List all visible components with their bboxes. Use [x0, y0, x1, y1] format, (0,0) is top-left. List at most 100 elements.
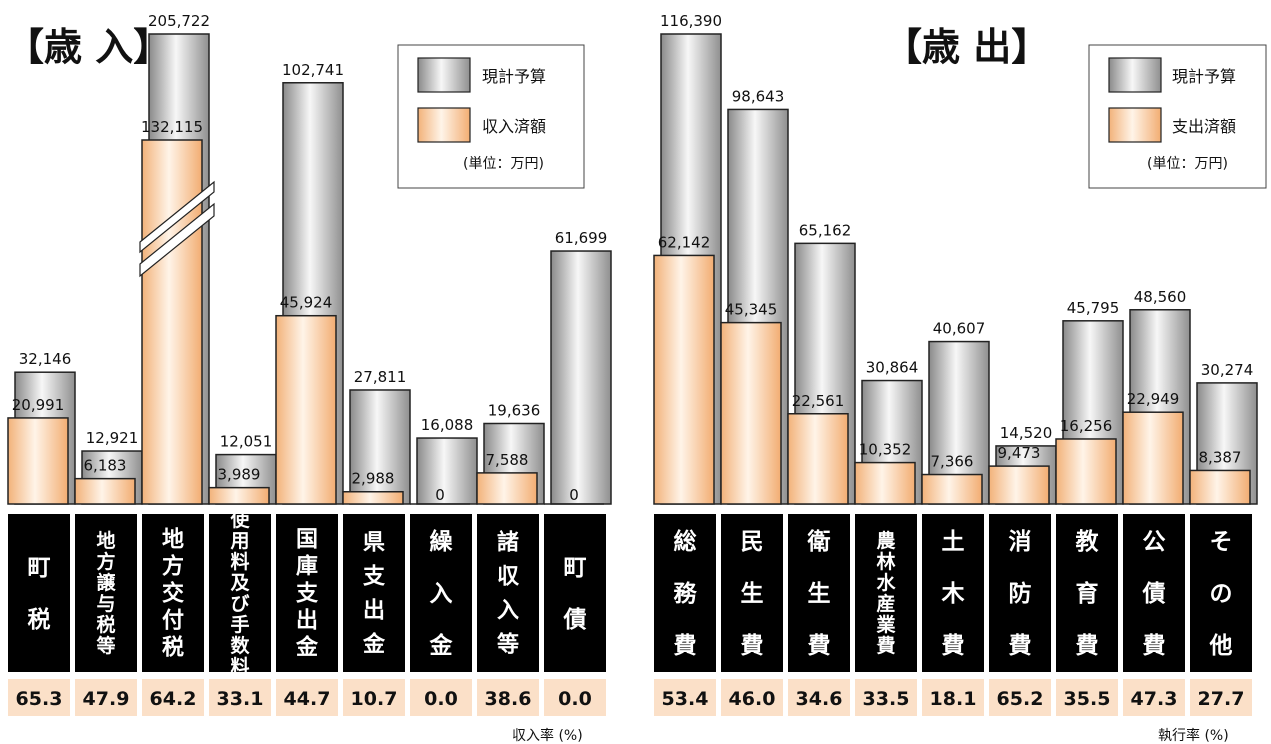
actual-bar: [342, 490, 404, 505]
rate-cell: [477, 679, 539, 716]
category-label: 農林水産業費: [875, 530, 896, 657]
actual-value-label: 9,473: [998, 444, 1041, 462]
budget-value-label: 40,607: [933, 320, 986, 338]
actual-bar: [921, 473, 983, 505]
actual-value-label: 7,366: [931, 453, 974, 471]
budget-value-label: 19,636: [488, 401, 541, 419]
budget-value-label: 32,146: [19, 350, 72, 368]
actual-bar: [653, 254, 715, 505]
actual-bar: [208, 486, 270, 505]
budget-value-label: 14,520: [1000, 424, 1053, 442]
category-label: 町税: [28, 555, 51, 633]
category-cell: [721, 514, 783, 672]
budget-value-label: 48,560: [1134, 288, 1187, 306]
rate-value: 65.2: [997, 688, 1044, 710]
category-label: その他: [1209, 529, 1233, 659]
rate-value: 46.0: [729, 688, 776, 710]
rate-cell: [855, 679, 917, 716]
rate-value: 64.2: [150, 688, 197, 710]
legend-swatch-budget: [1108, 57, 1162, 93]
actual-bar: [74, 477, 136, 505]
category-cell: [477, 514, 539, 672]
rate-cell: [989, 679, 1051, 716]
rate-value: 0.0: [424, 688, 458, 710]
rate-cell: [654, 679, 716, 716]
category-label: 使用料及び手数料: [229, 509, 250, 678]
actual-bar: [1122, 411, 1184, 505]
category-label: 土木費: [941, 529, 965, 659]
category-cell: [855, 514, 917, 672]
rate-cell: [922, 679, 984, 716]
rate-cell: [544, 679, 606, 716]
category-label: 公債費: [1142, 529, 1166, 659]
rate-cell: [1123, 679, 1185, 716]
actual-value-label: 45,345: [725, 301, 778, 319]
rate-cell: [209, 679, 271, 716]
legend-label-budget: 現計予算: [482, 67, 546, 86]
actual-value-label: 132,115: [141, 118, 203, 136]
category-label: 教育費: [1076, 528, 1100, 659]
rate-cell: [142, 679, 204, 716]
category-cell: [410, 514, 472, 672]
actual-value-label: 22,561: [792, 392, 845, 410]
actual-bar: [787, 413, 849, 505]
budget-value-label: 45,795: [1067, 299, 1120, 317]
actual-value-label: 22,949: [1127, 390, 1180, 408]
axis-break: [139, 180, 215, 254]
rate-value: 33.1: [217, 688, 264, 710]
budget-value-label: 12,921: [86, 429, 139, 447]
category-cell: [544, 514, 606, 672]
rate-cell: [8, 679, 70, 716]
expenditure-title: 【歳 出】: [884, 25, 1049, 69]
category-label: 諸収入等: [497, 530, 520, 658]
actual-bar: [476, 472, 538, 505]
actual-value-label: 3,989: [218, 466, 261, 484]
unit-label: (単位：万円): [1147, 156, 1228, 172]
axis-break: [139, 202, 215, 278]
category-label: 地方譲与税等: [95, 529, 116, 657]
rate-cell: [276, 679, 338, 716]
unit-label: (単位：万円): [463, 156, 544, 172]
actual-value-label: 62,142: [658, 233, 711, 251]
rate-value: 0.0: [558, 688, 592, 710]
rate-value: 33.5: [863, 688, 910, 710]
budget-bar: [349, 389, 411, 505]
actual-value-label: 20,991: [12, 396, 65, 414]
actual-bar: [7, 417, 69, 505]
budget-value-label: 61,699: [555, 229, 608, 247]
actual-value-label: 16,256: [1060, 417, 1113, 435]
category-cell: [75, 514, 137, 672]
category-cell: [343, 514, 405, 672]
actual-bar: [1055, 438, 1117, 505]
rate-cell: [788, 679, 850, 716]
rate-value: 65.3: [16, 688, 63, 710]
category-label: 県支出金: [362, 531, 386, 658]
budget-bar: [550, 250, 612, 505]
category-cell: [788, 514, 850, 672]
category-label: 衛生費: [807, 528, 831, 659]
rate-cell: [75, 679, 137, 716]
rate-cell: [343, 679, 405, 716]
revenue-rate-caption: 収入率 (%): [512, 727, 583, 744]
actual-value-label: 0: [435, 486, 445, 504]
rate-cell: [721, 679, 783, 716]
budget-value-label: 65,162: [799, 221, 852, 239]
actual-value-label: 2,988: [352, 470, 395, 488]
legend-label-actual: 収入済額: [482, 117, 546, 136]
rate-value: 47.3: [1131, 688, 1178, 710]
actual-bar: [141, 139, 203, 505]
actual-bar: [854, 461, 916, 505]
rate-cell: [1190, 679, 1252, 716]
actual-bar: [720, 321, 782, 505]
category-cell: [1190, 514, 1252, 672]
legend-label-actual: 支出済額: [1172, 117, 1236, 136]
rate-value: 18.1: [930, 688, 977, 710]
category-cell: [209, 514, 271, 672]
category-cell: [8, 514, 70, 672]
legend-swatch-budget: [417, 57, 471, 93]
revenue-legend: 現計予算 収入済額 (単位：万円): [397, 44, 585, 189]
category-label: 消防費: [1009, 529, 1032, 659]
actual-bar: [275, 314, 337, 505]
rate-cell: [410, 679, 472, 716]
rate-value: 44.7: [284, 688, 331, 710]
